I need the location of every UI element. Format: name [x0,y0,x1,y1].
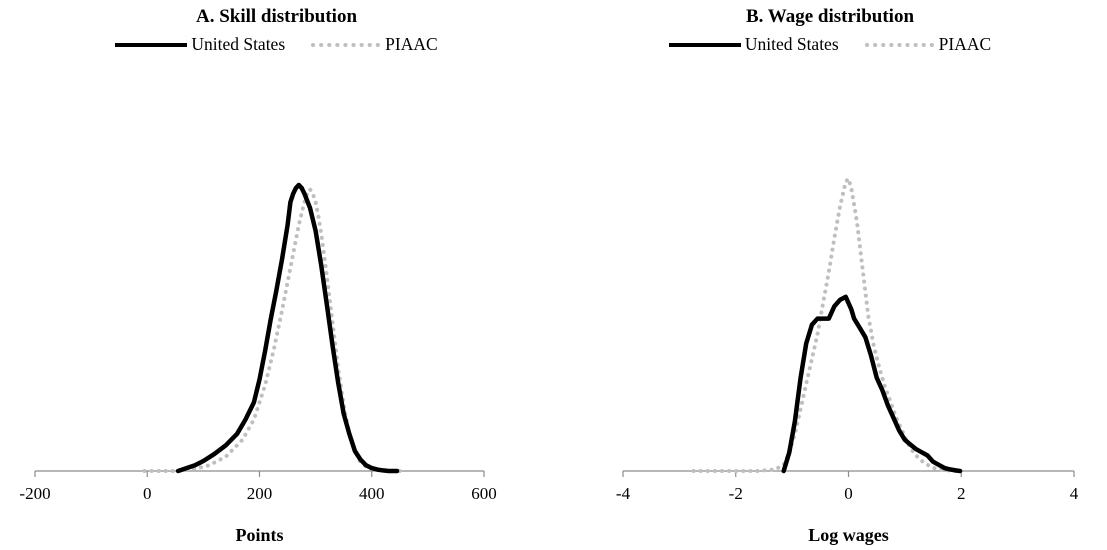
legend-item-piaac: PIAAC [863,34,992,55]
legend-swatch-solid [668,42,741,47]
x-tick-label: -2 [729,484,743,503]
plot-area-wage: -4 -2 0 2 4 Log wages [616,176,1079,545]
x-tick-label: 600 [471,484,497,503]
chart-title-skill: A. Skill distribution [195,6,358,27]
series-line-piaac [691,176,958,473]
legend-swatch-dotted [864,42,935,47]
legend-skill: United States PIAAC [0,34,553,55]
x-tick-label: 400 [359,484,385,503]
x-tick-label: 2 [957,484,966,503]
legend-wage: United States PIAAC [553,34,1107,55]
plot-area-skill: -200 0 200 400 600 Points [19,182,497,545]
series-line-united-states [781,294,963,474]
legend-item-united-states: United States [668,34,839,55]
legend-label-piaac: PIAAC [938,34,992,54]
x-axis-title-skill: Points [235,525,283,545]
x-tick-label: 0 [143,484,152,503]
chart-panel-skill: A. Skill distribution United States PIAA… [0,0,553,550]
x-tick-label: 4 [1070,484,1079,503]
legend-label-piaac: PIAAC [385,34,438,54]
legend-label-united-states: United States [744,34,839,54]
x-tick-label: -4 [616,484,631,503]
x-tick-label: -200 [19,484,50,503]
chart-title-wage: B. Wage distribution [745,6,915,27]
legend-item-piaac: PIAAC [309,34,438,55]
legend-swatch-dotted [311,42,382,47]
x-tick-label: 200 [247,484,273,503]
series-line-piaac [142,187,408,473]
chart-panel-wage: B. Wage distribution United States PIAAC… [553,0,1107,550]
legend-label-united-states: United States [191,34,286,54]
x-axis-title-wage: Log wages [808,525,889,545]
x-tick-label: 0 [844,484,853,503]
legend-item-united-states: United States [115,34,285,55]
series-line-united-states [175,182,400,474]
legend-swatch-solid [115,42,188,47]
